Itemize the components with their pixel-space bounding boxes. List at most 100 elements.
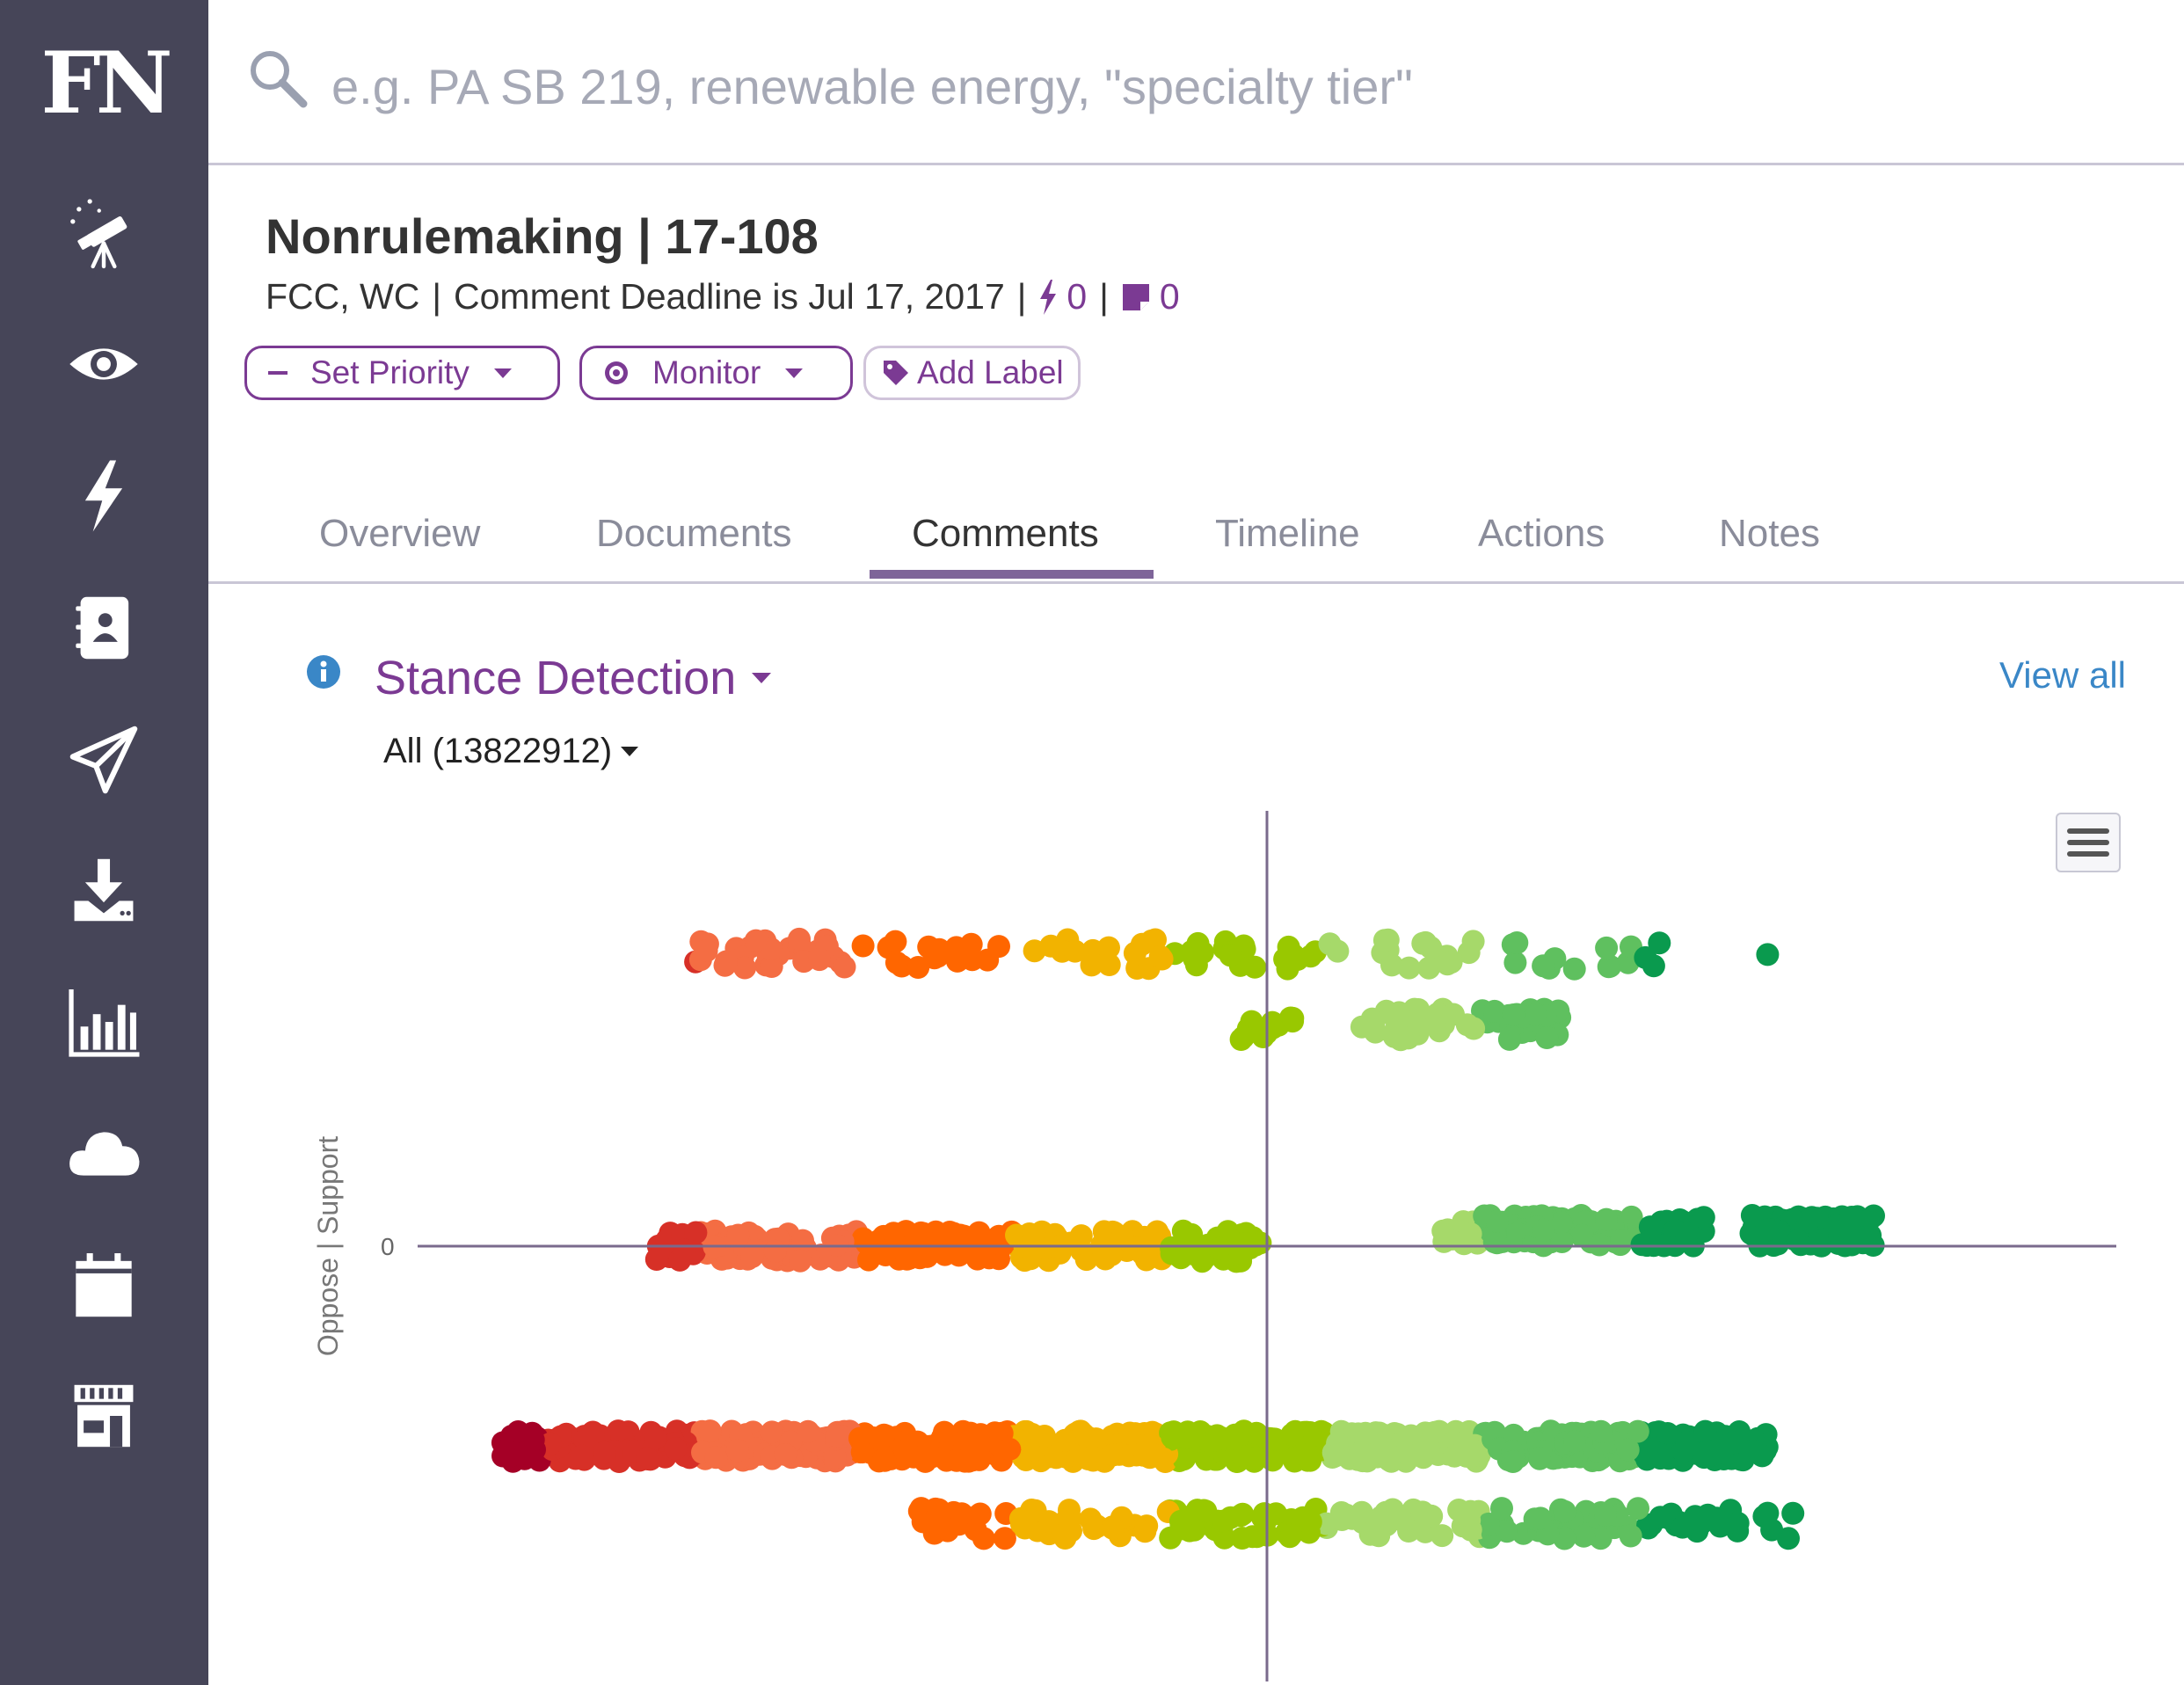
calendar-nav-item[interactable] xyxy=(60,1242,148,1330)
monitor-button[interactable]: Monitor xyxy=(579,346,853,400)
scatter-point xyxy=(823,1446,847,1470)
comment-filter-dropdown[interactable]: All (13822912) xyxy=(383,732,639,771)
scatter-point xyxy=(761,1420,783,1444)
scatter-point xyxy=(850,1441,874,1464)
scatter-point xyxy=(1053,1428,1077,1452)
target-icon xyxy=(603,360,630,386)
scatter-point xyxy=(1279,1523,1303,1547)
tag-icon xyxy=(882,359,910,387)
scatter-point xyxy=(740,1245,764,1268)
scatter-point xyxy=(861,1242,885,1266)
scatter-point xyxy=(1722,1431,1746,1455)
contacts-book-icon xyxy=(76,596,129,660)
scatter-point xyxy=(570,1444,593,1468)
scatter-point xyxy=(1183,947,1206,971)
alerts-count-link[interactable]: 0 xyxy=(1038,276,1087,317)
contacts-nav-item[interactable] xyxy=(60,584,148,672)
watch-nav-item[interactable] xyxy=(60,320,148,408)
notes-count: 0 xyxy=(1159,276,1180,317)
scatter-point xyxy=(1398,1519,1421,1543)
section-title: Stance Detection xyxy=(375,652,737,704)
scatter-point xyxy=(1086,1448,1110,1471)
stance-detection-dropdown[interactable]: Stance Detection xyxy=(375,651,772,705)
scatter-point xyxy=(1219,944,1242,967)
scatter-point xyxy=(1595,1207,1618,1231)
scatter-point xyxy=(885,951,908,974)
scatter-point xyxy=(1097,953,1121,976)
chevron-down-icon xyxy=(621,747,639,756)
menu-bar xyxy=(2067,851,2109,857)
scatter-point xyxy=(1616,1438,1640,1462)
scatter-point xyxy=(1222,1426,1245,1450)
tab-notes[interactable]: Notes xyxy=(1719,512,1820,555)
scatter-point xyxy=(1594,1504,1618,1527)
y-tick-label: 0 xyxy=(381,1233,395,1260)
chart-menu-button[interactable] xyxy=(2056,813,2121,872)
menu-bar xyxy=(2067,828,2109,834)
scatter-point xyxy=(1094,1247,1117,1271)
info-icon[interactable] xyxy=(306,654,341,689)
calendar-icon xyxy=(76,1253,132,1317)
scatter-point xyxy=(1726,1512,1750,1535)
downloads-nav-item[interactable] xyxy=(60,846,148,934)
scatter-point xyxy=(1436,952,1460,976)
analytics-nav-item[interactable] xyxy=(60,978,148,1066)
telescope-icon xyxy=(70,199,127,269)
scatter-point xyxy=(1123,941,1147,965)
scatter-point xyxy=(1756,1218,1780,1242)
scatter-point xyxy=(1372,929,1396,952)
scatter-point xyxy=(1411,931,1435,955)
scatter-point xyxy=(1741,1439,1765,1463)
scatter-point xyxy=(1228,1239,1252,1263)
eye-icon xyxy=(69,348,138,380)
outreach-nav-item[interactable] xyxy=(60,716,148,804)
notes-count-link[interactable]: 0 xyxy=(1121,276,1180,317)
scatter-point xyxy=(1501,1450,1525,1473)
scatter-point xyxy=(664,1437,688,1461)
scatter-point xyxy=(644,1248,668,1271)
y-axis-label: Oppose | Support xyxy=(312,1136,344,1356)
search-input[interactable] xyxy=(331,44,1914,128)
scatter-point xyxy=(1619,1524,1642,1548)
tab-timeline[interactable]: Timeline xyxy=(1215,512,1360,555)
lightning-icon xyxy=(1040,279,1057,315)
scatter-point xyxy=(797,1419,819,1443)
scatter-point xyxy=(1477,1512,1501,1535)
deadline-text: Comment Deadline is Jul 17, 2017 xyxy=(454,276,1005,317)
add-label-button[interactable]: Add Label xyxy=(863,346,1081,400)
scatter-point xyxy=(789,1249,812,1273)
scatter-point xyxy=(825,1424,848,1448)
scatter-point xyxy=(1838,1208,1862,1232)
scatter-point xyxy=(1294,1443,1318,1467)
scatter-point xyxy=(1326,939,1350,963)
scatter-point xyxy=(1013,1516,1037,1540)
view-all-link[interactable]: View all xyxy=(1999,654,2126,696)
scatter-point xyxy=(1696,1441,1720,1464)
set-priority-button[interactable]: Set Priority xyxy=(244,346,560,400)
scatter-point xyxy=(1039,934,1063,958)
scatter-point xyxy=(1406,1442,1430,1466)
tab-overview[interactable]: Overview xyxy=(319,512,481,555)
app-logo[interactable]: FN xyxy=(40,33,173,133)
tab-comments[interactable]: Comments xyxy=(912,512,1099,555)
scatter-point xyxy=(1419,1504,1443,1528)
tab-actions[interactable]: Actions xyxy=(1478,512,1605,555)
scatter-point xyxy=(704,1446,728,1470)
alerts-count: 0 xyxy=(1067,276,1088,317)
scatter-point xyxy=(1532,1218,1555,1242)
scatter-point xyxy=(1563,1430,1586,1454)
scatter-point xyxy=(1553,1499,1576,1523)
scatter-point xyxy=(1092,1220,1116,1244)
scatter-point xyxy=(915,1244,939,1268)
alerts-nav-item[interactable] xyxy=(60,452,148,540)
cloud-nav-item[interactable] xyxy=(60,1110,148,1198)
discover-nav-item[interactable] xyxy=(60,190,148,278)
scatter-point xyxy=(922,946,946,970)
scatter-point xyxy=(1261,1016,1285,1039)
scatter-point xyxy=(872,1447,896,1470)
scatter-point xyxy=(1532,954,1555,978)
bar-chart-icon xyxy=(69,989,140,1057)
marketplace-nav-item[interactable] xyxy=(60,1372,148,1460)
scatter-point xyxy=(1495,1520,1518,1543)
tab-documents[interactable]: Documents xyxy=(596,512,792,555)
